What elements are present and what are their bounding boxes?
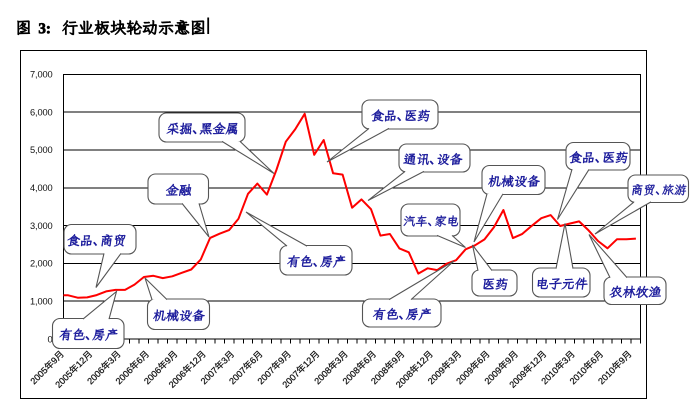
svg-text:1,000: 1,000 (30, 297, 53, 307)
svg-text:4,000: 4,000 (30, 183, 53, 193)
svg-text:6,000: 6,000 (30, 107, 53, 117)
svg-text:5,000: 5,000 (30, 145, 53, 155)
svg-text:2,000: 2,000 (30, 259, 53, 269)
svg-text:0: 0 (47, 334, 52, 344)
svg-text:7,000: 7,000 (30, 70, 53, 80)
svg-text:3,000: 3,000 (30, 221, 53, 231)
